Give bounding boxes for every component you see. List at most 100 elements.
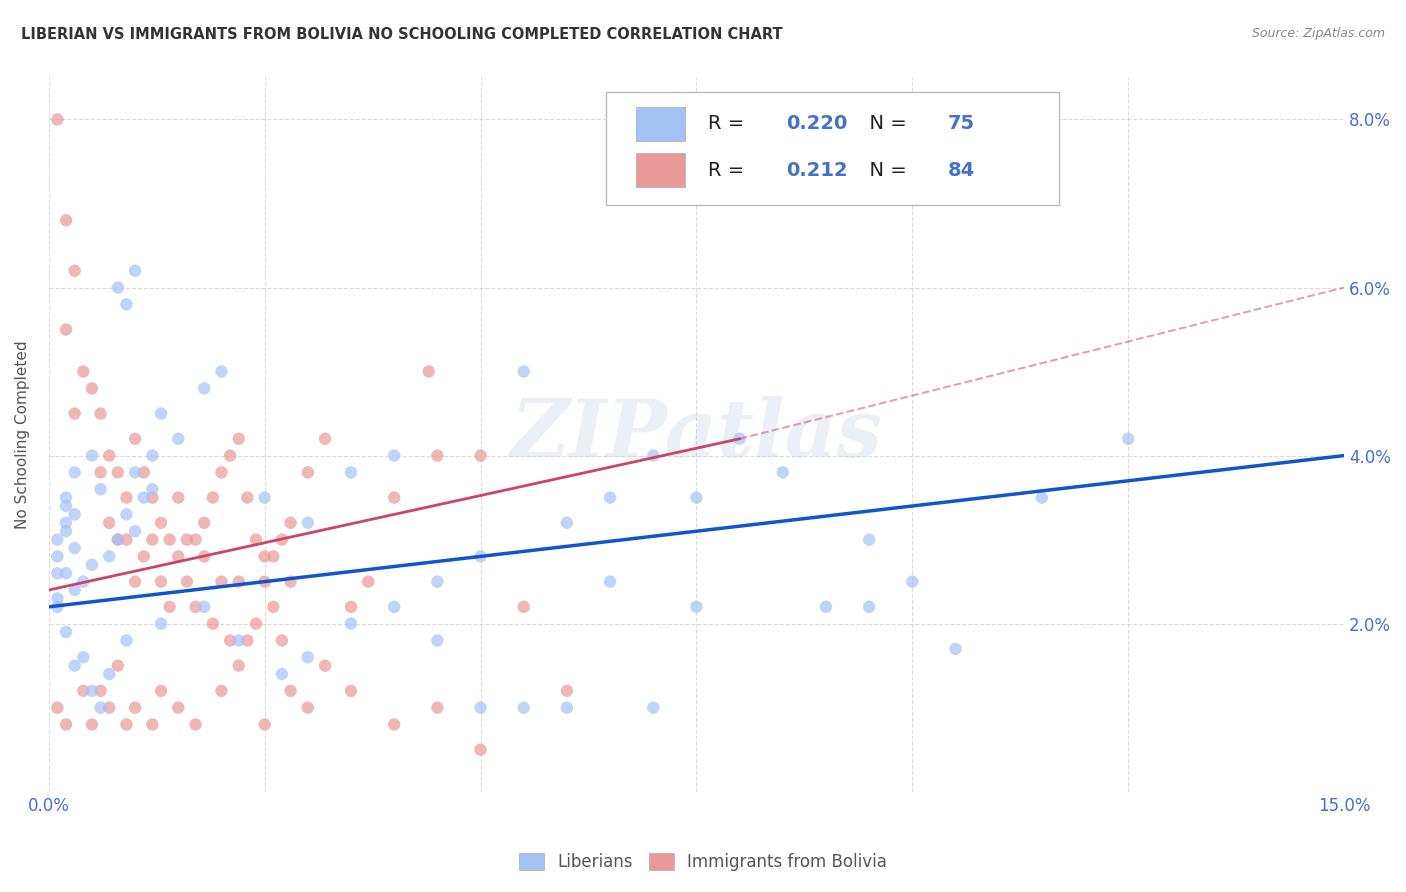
Point (63, 582, 86, 597)
Point (814, 599, 837, 614)
Point (1031, 491, 1053, 505)
Point (124, 524, 146, 539)
Point (280, 574, 302, 589)
Point (236, 491, 259, 505)
Point (98, 516, 121, 530)
Point (124, 574, 146, 589)
Text: Source: ZipAtlas.com: Source: ZipAtlas.com (1251, 27, 1385, 40)
Point (98, 700, 121, 714)
Point (55, 717, 77, 731)
Point (150, 616, 173, 631)
Point (426, 574, 449, 589)
Point (340, 466, 363, 480)
Point (271, 533, 294, 547)
Point (253, 574, 276, 589)
Point (98, 549, 121, 564)
Point (211, 466, 233, 480)
Point (80, 449, 103, 463)
Point (193, 599, 215, 614)
Point (228, 432, 250, 446)
Text: LIBERIAN VS IMMIGRANTS FROM BOLIVIA NO SCHOOLING COMPLETED CORRELATION CHART: LIBERIAN VS IMMIGRANTS FROM BOLIVIA NO S… (21, 27, 783, 42)
Point (418, 365, 440, 379)
Point (55, 499, 77, 513)
Point (46, 112, 69, 127)
Point (124, 466, 146, 480)
Point (253, 491, 276, 505)
Point (253, 717, 276, 731)
Point (599, 574, 621, 589)
Point (236, 633, 259, 648)
Point (107, 280, 129, 294)
Point (55, 566, 77, 581)
Text: R =: R = (709, 114, 751, 134)
Point (211, 365, 233, 379)
Point (685, 599, 707, 614)
Text: N =: N = (858, 114, 912, 134)
Point (193, 381, 215, 395)
Point (55, 524, 77, 539)
Point (115, 297, 138, 311)
Point (426, 633, 449, 648)
Point (211, 684, 233, 698)
Point (46, 549, 69, 564)
Point (201, 616, 224, 631)
Point (1116, 432, 1139, 446)
Point (132, 466, 155, 480)
Point (228, 574, 250, 589)
Point (858, 599, 880, 614)
Point (314, 432, 336, 446)
Point (314, 658, 336, 673)
Point (555, 700, 578, 714)
Point (107, 658, 129, 673)
Point (280, 684, 302, 698)
Text: 0.220: 0.220 (786, 114, 848, 134)
Point (512, 700, 534, 714)
Point (63, 263, 86, 277)
Point (159, 599, 181, 614)
Point (90, 407, 112, 421)
Point (426, 700, 449, 714)
Point (262, 549, 284, 564)
Point (271, 633, 294, 648)
Point (340, 599, 363, 614)
Point (63, 658, 86, 673)
Point (858, 533, 880, 547)
Legend: Liberians, Immigrants from Bolivia: Liberians, Immigrants from Bolivia (510, 845, 896, 880)
Point (728, 432, 751, 446)
Point (115, 533, 138, 547)
Point (46, 566, 69, 581)
Point (193, 516, 215, 530)
FancyBboxPatch shape (606, 92, 1059, 204)
Point (90, 684, 112, 698)
Point (643, 449, 665, 463)
Point (643, 700, 665, 714)
Point (167, 549, 190, 564)
Text: R =: R = (709, 161, 751, 180)
Point (115, 491, 138, 505)
FancyBboxPatch shape (636, 107, 685, 141)
Point (80, 558, 103, 572)
Point (167, 491, 190, 505)
Point (901, 574, 924, 589)
Point (176, 574, 198, 589)
Point (55, 491, 77, 505)
Point (141, 491, 163, 505)
Point (945, 162, 967, 177)
Point (80, 684, 103, 698)
Point (297, 650, 319, 665)
Point (132, 491, 155, 505)
Point (470, 742, 492, 756)
Point (46, 533, 69, 547)
Point (193, 549, 215, 564)
Point (63, 508, 86, 522)
Point (512, 365, 534, 379)
Point (945, 641, 967, 656)
Point (297, 466, 319, 480)
Point (280, 516, 302, 530)
Point (46, 700, 69, 714)
Point (176, 533, 198, 547)
Point (159, 533, 181, 547)
Point (98, 449, 121, 463)
Point (150, 684, 173, 698)
Point (512, 599, 534, 614)
